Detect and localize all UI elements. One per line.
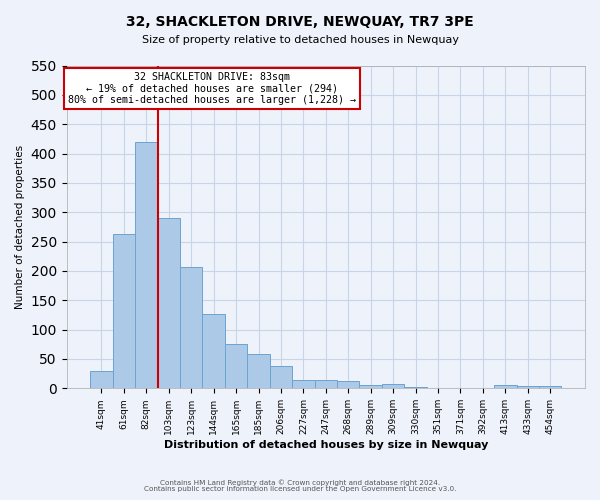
Bar <box>202 314 225 388</box>
Bar <box>135 142 158 388</box>
Bar <box>539 386 562 388</box>
Bar <box>382 384 404 388</box>
Bar <box>494 386 517 388</box>
Bar <box>113 234 135 388</box>
Bar <box>404 386 427 388</box>
Bar <box>90 370 113 388</box>
Bar <box>314 380 337 388</box>
Text: 32 SHACKLETON DRIVE: 83sqm
← 19% of detached houses are smaller (294)
80% of sem: 32 SHACKLETON DRIVE: 83sqm ← 19% of deta… <box>68 72 356 105</box>
Text: 32, SHACKLETON DRIVE, NEWQUAY, TR7 3PE: 32, SHACKLETON DRIVE, NEWQUAY, TR7 3PE <box>126 15 474 29</box>
Bar <box>225 344 247 389</box>
Y-axis label: Number of detached properties: Number of detached properties <box>15 145 25 309</box>
Bar <box>180 268 202 388</box>
Bar <box>158 218 180 388</box>
Bar <box>270 366 292 388</box>
Bar <box>247 354 270 388</box>
Text: Size of property relative to detached houses in Newquay: Size of property relative to detached ho… <box>142 35 458 45</box>
Bar <box>292 380 314 388</box>
Bar <box>359 386 382 388</box>
Bar <box>517 386 539 388</box>
X-axis label: Distribution of detached houses by size in Newquay: Distribution of detached houses by size … <box>164 440 488 450</box>
Text: Contains HM Land Registry data © Crown copyright and database right 2024.
Contai: Contains HM Land Registry data © Crown c… <box>144 479 456 492</box>
Bar <box>337 382 359 388</box>
